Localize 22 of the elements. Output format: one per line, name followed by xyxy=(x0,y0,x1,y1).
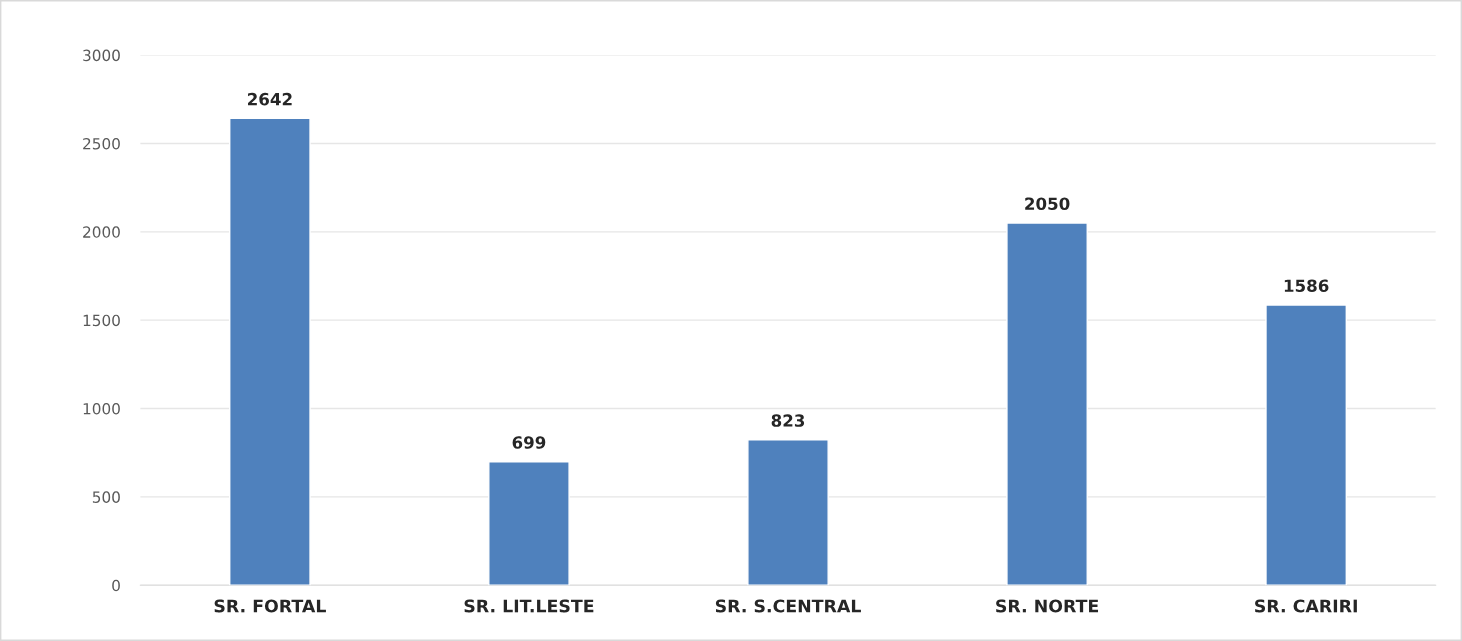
x-tick-label: SR. CARIRI xyxy=(1255,599,1357,613)
y-tick-label: 3000 xyxy=(83,49,120,62)
x-tick-label: SR. NORTE xyxy=(996,599,1099,613)
y-tick-label: 2500 xyxy=(83,137,120,150)
data-label: 2642 xyxy=(248,92,292,106)
bar xyxy=(488,461,570,586)
x-tick-label: SR. S.CENTRAL xyxy=(715,599,861,613)
y-tick-label: 2000 xyxy=(83,226,120,238)
x-tick-label: SR. FORTAL xyxy=(214,599,326,613)
bar xyxy=(1265,304,1348,586)
bar xyxy=(747,439,829,586)
y-tick-label: 1000 xyxy=(83,403,120,415)
bar xyxy=(229,117,311,586)
data-label: 2050 xyxy=(1025,197,1070,211)
y-tick-label: 500 xyxy=(92,491,120,503)
data-label: 823 xyxy=(771,414,805,427)
data-label: 699 xyxy=(512,436,546,449)
y-tick-label: 1500 xyxy=(83,314,120,327)
data-label: 1586 xyxy=(1284,279,1329,293)
bar xyxy=(1006,222,1088,586)
x-tick-label: SR. LIT.LESTE xyxy=(464,599,594,613)
y-tick-label: 0 xyxy=(112,579,120,592)
